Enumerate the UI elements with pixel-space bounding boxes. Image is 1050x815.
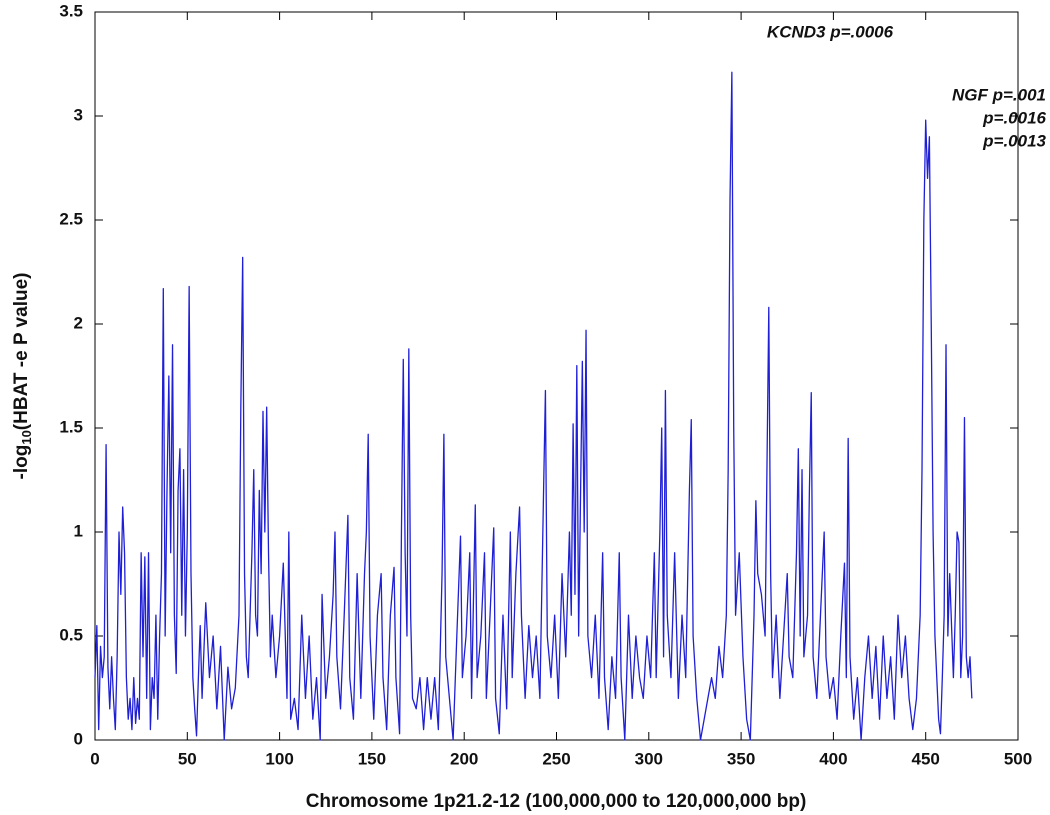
- annotation: p=.0013: [982, 131, 1046, 150]
- annotation: NGF p=.001: [952, 85, 1046, 104]
- annotation: KCND3 p=.0006: [767, 22, 894, 41]
- y-axis-title-part: (HBAT -e P value): [11, 273, 32, 431]
- y-tick-label: 0.5: [59, 625, 83, 644]
- y-tick-label: 2: [74, 313, 83, 332]
- x-tick-label: 400: [819, 749, 847, 768]
- y-tick-label: 1.5: [59, 417, 83, 436]
- x-tick-label: 450: [912, 749, 940, 768]
- x-tick-label: 50: [178, 749, 197, 768]
- x-tick-label: 0: [90, 749, 99, 768]
- y-tick-label: 3: [74, 105, 83, 124]
- x-tick-label: 250: [542, 749, 570, 768]
- x-axis-title: Chromosome 1p21.2-12 (100,000,000 to 120…: [306, 791, 807, 812]
- data-line: [94, 71, 973, 741]
- y-axis-title-part: -log: [11, 445, 32, 480]
- x-tick-label: 300: [635, 749, 663, 768]
- x-tick-label: 350: [727, 749, 755, 768]
- y-tick-label: 3.5: [59, 1, 83, 20]
- x-tick-label: 200: [450, 749, 478, 768]
- x-tick-label: 150: [358, 749, 386, 768]
- y-tick-label: 1: [74, 521, 83, 540]
- x-tick-label: 100: [265, 749, 293, 768]
- plot-frame: [94, 11, 1019, 741]
- x-tick-label: 500: [1004, 749, 1032, 768]
- y-tick-label: 2.5: [59, 209, 83, 228]
- y-tick-label: 0: [74, 729, 83, 748]
- annotation: p=.0016: [982, 108, 1046, 127]
- y-axis-title: -log10(HBAT -e P value): [11, 273, 34, 480]
- y-axis-title-subscript: 10: [19, 430, 34, 444]
